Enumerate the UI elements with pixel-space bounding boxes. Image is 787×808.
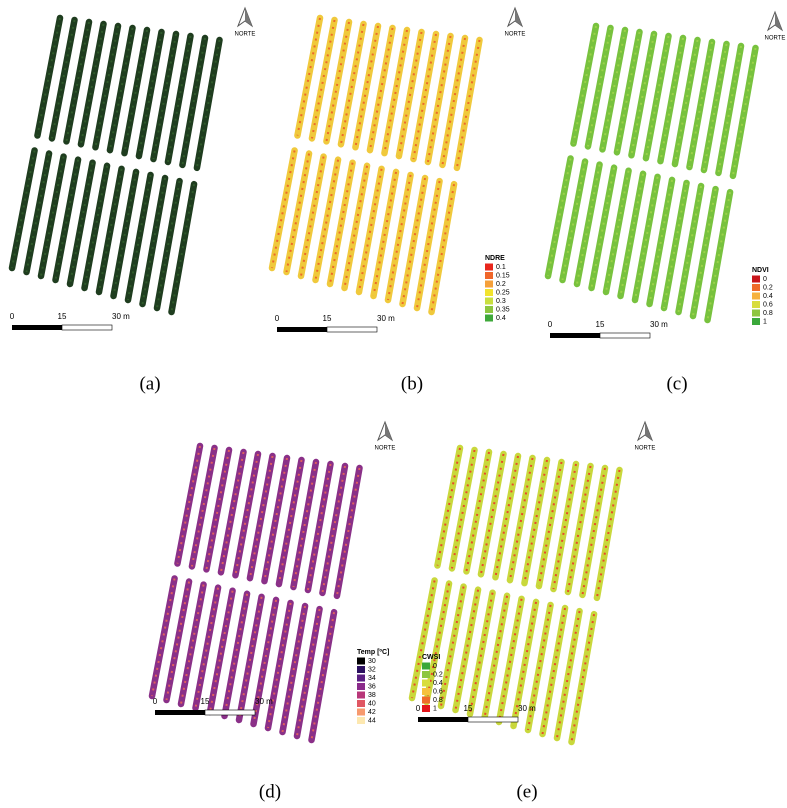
legend-label: 0.2 xyxy=(496,281,506,288)
legend-swatch xyxy=(422,663,430,670)
scale-label: 0 xyxy=(153,697,158,706)
legend-swatch xyxy=(752,284,760,291)
scale-label: 15 xyxy=(58,312,67,321)
scale-white xyxy=(327,327,377,332)
scale-label: 15 xyxy=(323,314,332,323)
scale-black xyxy=(418,717,468,722)
caption: (c) xyxy=(666,373,687,394)
legend-label: 0.2 xyxy=(433,671,443,678)
legend-label: 36 xyxy=(368,683,376,690)
legend-label: 0.8 xyxy=(763,310,773,317)
legend-swatch xyxy=(752,318,760,325)
scale-black xyxy=(550,333,600,338)
scale-label: 30 m xyxy=(255,697,273,706)
legend-swatch xyxy=(485,281,493,288)
scale-black xyxy=(12,325,62,330)
legend-swatch xyxy=(485,264,493,271)
legend-label: 1 xyxy=(763,318,767,325)
legend-title: Temp [ºC] xyxy=(357,649,389,656)
legend-label: 0.4 xyxy=(763,293,773,300)
scale-white xyxy=(468,717,518,722)
legend-swatch xyxy=(357,666,365,673)
legend-title: CWSI xyxy=(422,654,440,661)
legend-label: 0 xyxy=(433,663,437,670)
legend-label: 30 xyxy=(368,658,376,665)
legend-swatch xyxy=(485,315,493,322)
legend-swatch xyxy=(752,301,760,308)
legend-swatch xyxy=(357,709,365,716)
legend-swatch xyxy=(485,298,493,305)
legend-label: 0.1 xyxy=(496,264,506,271)
legend-swatch xyxy=(357,675,365,682)
legend-label: 38 xyxy=(368,692,376,699)
legend-label: 32 xyxy=(368,666,376,673)
legend-label: 0.2 xyxy=(763,284,773,291)
legend-label: 0.3 xyxy=(496,298,506,305)
scale-black xyxy=(155,710,205,715)
scale-black xyxy=(277,327,327,332)
legend-swatch xyxy=(422,671,430,678)
north-label: NORTE xyxy=(635,446,656,452)
caption: (b) xyxy=(401,373,423,394)
legend-swatch xyxy=(752,293,760,300)
scale-label: 30 m xyxy=(518,704,536,713)
legend-label: 0.25 xyxy=(496,289,510,296)
scale-white xyxy=(205,710,255,715)
legend-label: 0 xyxy=(763,276,767,283)
caption: (e) xyxy=(516,781,537,802)
scale-label: 15 xyxy=(464,704,473,713)
legend-swatch xyxy=(485,272,493,279)
legend-label: 0.35 xyxy=(496,306,510,313)
legend-swatch xyxy=(752,310,760,317)
legend-label: 42 xyxy=(368,709,376,716)
legend-swatch xyxy=(357,717,365,724)
legend-swatch xyxy=(422,688,430,695)
north-label: NORTE xyxy=(765,36,786,42)
legend-label: 0.4 xyxy=(433,680,443,687)
legend-label: 0.6 xyxy=(763,301,773,308)
panel: NORTE01530 mNDVI00.20.40.60.81(c) xyxy=(548,12,786,394)
legend-label: 1 xyxy=(433,705,437,712)
scale-label: 0 xyxy=(416,704,421,713)
legend-swatch xyxy=(357,683,365,690)
legend-swatch xyxy=(422,705,430,712)
legend-swatch xyxy=(422,680,430,687)
north-label: NORTE xyxy=(375,446,396,452)
north-label: NORTE xyxy=(235,32,256,38)
legend-swatch xyxy=(752,276,760,283)
scale-label: 30 m xyxy=(112,312,130,321)
legend-label: 34 xyxy=(368,675,376,682)
legend-swatch xyxy=(485,289,493,296)
scale-label: 15 xyxy=(201,697,210,706)
scale-label: 0 xyxy=(275,314,280,323)
north-label: NORTE xyxy=(505,32,526,38)
scale-label: 0 xyxy=(10,312,15,321)
scale-white xyxy=(600,333,650,338)
scale-label: 15 xyxy=(596,320,605,329)
legend-swatch xyxy=(357,692,365,699)
scale-label: 30 m xyxy=(650,320,668,329)
legend-label: 40 xyxy=(368,700,376,707)
panel: NORTE 0 15 30 m Temp [ºC] 3032 3436 3840 4244 (d) xyxy=(152,422,395,802)
legend-label: 44 xyxy=(368,717,376,724)
legend-label: 0.4 xyxy=(496,315,506,322)
scale-label: 0 xyxy=(548,320,553,329)
legend-label: 0.8 xyxy=(433,697,443,704)
legend-swatch xyxy=(485,306,493,313)
legend-swatch xyxy=(357,658,365,665)
scale-label: 30 m xyxy=(377,314,395,323)
panel: NORTE 0 15 30 m NDRE 0.10.15 0.20.25 0.30.35 0.4… xyxy=(272,8,525,394)
legend-swatch xyxy=(422,697,430,704)
figure: NORTE 0 15 30 m (a) NORTE 0 15 30 m NDRE 0.10.15 0.… xyxy=(0,0,787,803)
caption: (d) xyxy=(259,781,281,802)
legend-label: 0.15 xyxy=(496,272,510,279)
scale-white xyxy=(62,325,112,330)
legend-swatch xyxy=(357,700,365,707)
caption: (a) xyxy=(139,373,160,394)
legend-title: NDVI xyxy=(752,267,769,274)
panel: NORTE 0 15 30 m (a) xyxy=(10,8,256,394)
legend-title: NDRE xyxy=(485,255,505,262)
legend-label: 0.6 xyxy=(433,688,443,695)
